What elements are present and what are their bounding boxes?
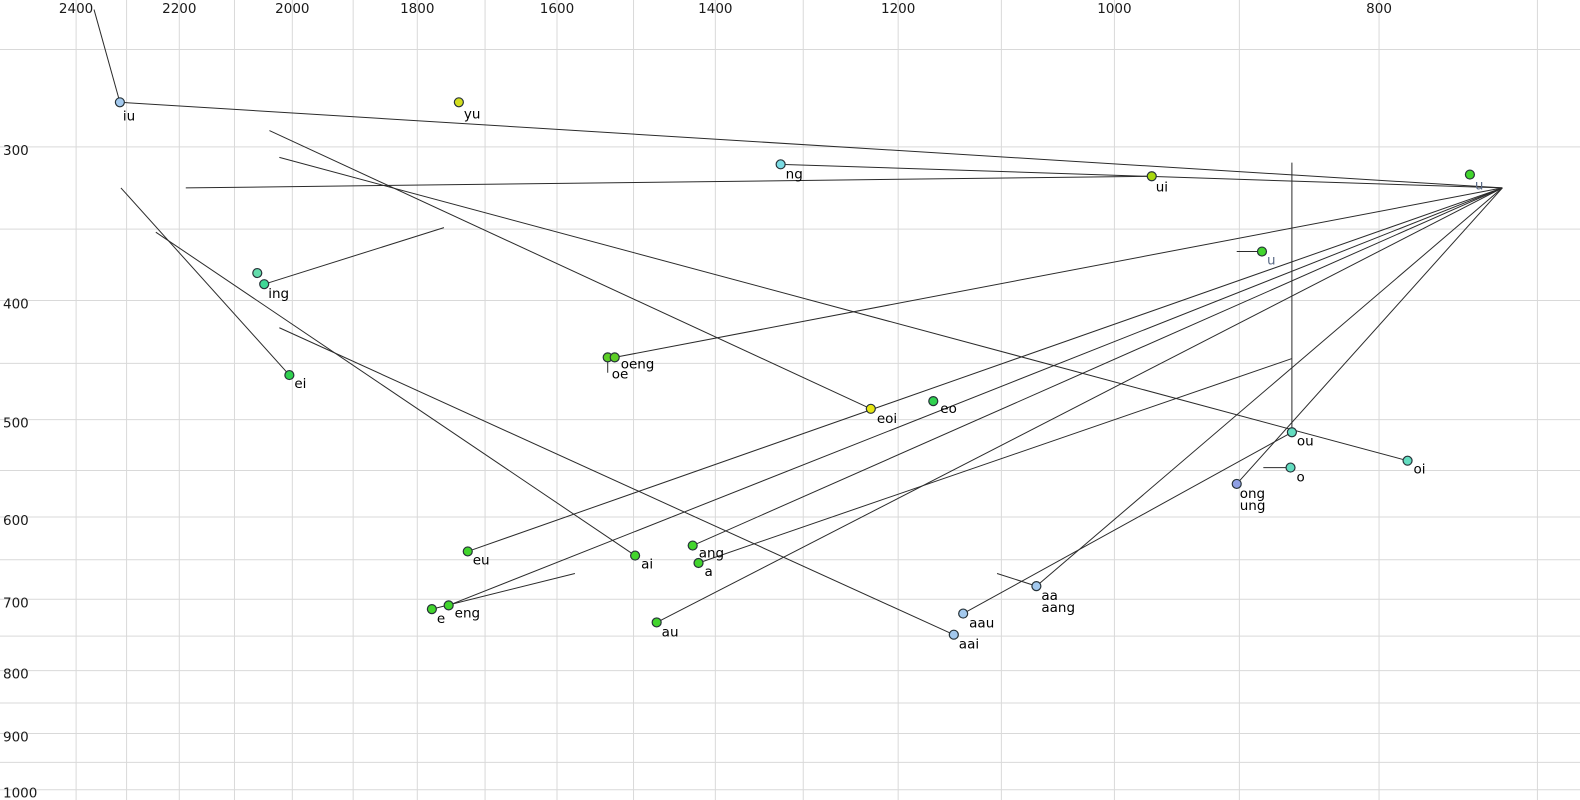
point-label-oe: oe	[612, 366, 629, 382]
data-point-eo[interactable]	[928, 396, 939, 407]
point-label-aai: aai	[959, 637, 979, 653]
data-point-oeng[interactable]	[609, 352, 620, 363]
trajectory-aau-glide	[962, 431, 1293, 615]
x-tick-label-1000: 1000	[1097, 1, 1131, 17]
y-tick-label-600: 600	[3, 513, 29, 529]
point-label-ng: ng	[786, 166, 803, 182]
point-label-yu: yu	[464, 106, 481, 122]
x-tick-label-1400: 1400	[698, 1, 732, 17]
trajectory-ng-glide	[780, 163, 1503, 189]
trajectory-oi-glide	[279, 156, 1408, 462]
point-label-ong-ung-1: ung	[1240, 498, 1266, 514]
data-point-aa-aang[interactable]	[1031, 581, 1042, 592]
data-point-aai[interactable]	[948, 629, 959, 640]
trajectory-aai-glide	[279, 327, 955, 636]
trajectory-ei-glide	[120, 187, 290, 376]
trajectory-eu-glide	[467, 187, 1503, 552]
data-point-e[interactable]	[426, 604, 437, 615]
data-point-ing[interactable]	[259, 279, 270, 290]
x-tick-label-2400: 2400	[59, 1, 93, 17]
y-tick-label-500: 500	[3, 416, 29, 432]
data-point-iu[interactable]	[114, 97, 125, 108]
trajectory-ui-glide	[185, 175, 1152, 189]
trajectory-aa-stub	[996, 573, 1037, 587]
y-tick-label-900: 900	[3, 729, 29, 745]
trajectory-eoi-glide	[269, 130, 872, 410]
data-point-o[interactable]	[1285, 462, 1296, 473]
data-point-a[interactable]	[693, 557, 704, 569]
point-label-eo: eo	[940, 401, 957, 417]
trajectory-iu-glide	[119, 101, 1503, 189]
x-tick-label-1200: 1200	[881, 1, 915, 17]
point-label-ai: ai	[641, 557, 653, 573]
point-label-aa-aang: aa	[1041, 588, 1058, 604]
point-label-ui: ui	[1156, 179, 1168, 195]
point-label-ou: ou	[1297, 433, 1314, 449]
point-label-ei: ei	[294, 376, 306, 392]
data-point-ai[interactable]	[630, 550, 641, 561]
trajectory-a-glide	[698, 358, 1293, 564]
data-point-au[interactable]	[651, 617, 662, 628]
point-label-u-high: u	[1475, 178, 1484, 194]
trajectory-ang-glide	[692, 187, 1503, 547]
trajectory-ung-glide	[1236, 187, 1503, 485]
trajectory-ing-glide	[264, 227, 445, 285]
point-label-e: e	[437, 611, 445, 627]
point-label-a: a	[705, 564, 713, 580]
x-tick-label-1800: 1800	[400, 1, 434, 17]
x-tick-label-1600: 1600	[540, 1, 574, 17]
point-label-au: au	[662, 624, 679, 640]
data-point-ei[interactable]	[284, 369, 295, 381]
point-label-o: o	[1297, 470, 1305, 486]
point-label-ong-ung: ong	[1240, 486, 1265, 502]
trajectory-e-glide	[431, 573, 576, 610]
point-label-aa-aang-1: aang	[1041, 600, 1075, 616]
data-point-u-mid[interactable]	[1256, 246, 1268, 257]
data-point-aau[interactable]	[958, 608, 969, 619]
point-label-u-mid: u	[1267, 253, 1276, 269]
data-point-ang[interactable]	[687, 540, 698, 551]
trajectory-eng-glide	[448, 187, 1503, 606]
point-label-eu: eu	[473, 552, 490, 568]
x-tick-label-800: 800	[1366, 1, 1392, 17]
point-label-oeng: oeng	[621, 356, 655, 372]
x-tick-label-2200: 2200	[162, 1, 196, 17]
point-label-eoi: eoi	[877, 411, 897, 427]
trajectory-au-glide	[656, 187, 1503, 623]
data-point-eng[interactable]	[443, 600, 454, 611]
trajectory-aa-glide	[1036, 187, 1503, 587]
point-label-eng: eng	[455, 605, 480, 621]
data-point-eoi[interactable]	[865, 403, 876, 414]
trajectory-ai-glide	[155, 231, 636, 556]
data-point-ng[interactable]	[775, 159, 786, 170]
y-tick-label-700: 700	[3, 595, 29, 611]
y-tick-label-300: 300	[3, 143, 29, 159]
data-point-ui[interactable]	[1146, 171, 1157, 182]
data-point-oi[interactable]	[1402, 455, 1413, 466]
y-tick-label-1000: 1000	[3, 786, 37, 800]
point-label-iu: iu	[123, 108, 135, 124]
point-label-ing: ing	[268, 286, 289, 302]
data-point-yu[interactable]	[453, 97, 464, 108]
trajectory-oeng-glide	[614, 187, 1503, 358]
data-point-ou[interactable]	[1286, 427, 1297, 438]
data-point-unlabeled[interactable]	[252, 267, 263, 279]
point-label-aau: aau	[969, 616, 994, 632]
point-label-ang: ang	[699, 546, 724, 562]
x-tick-label-2000: 2000	[275, 1, 309, 17]
data-point-u-high[interactable]	[1464, 169, 1476, 180]
trajectory-iu-onglide	[93, 9, 121, 103]
data-point-eu[interactable]	[462, 546, 473, 557]
y-tick-label-800: 800	[3, 667, 29, 683]
point-label-oi: oi	[1414, 462, 1426, 478]
y-tick-label-400: 400	[3, 296, 29, 312]
data-point-ong-ung[interactable]	[1231, 478, 1242, 490]
